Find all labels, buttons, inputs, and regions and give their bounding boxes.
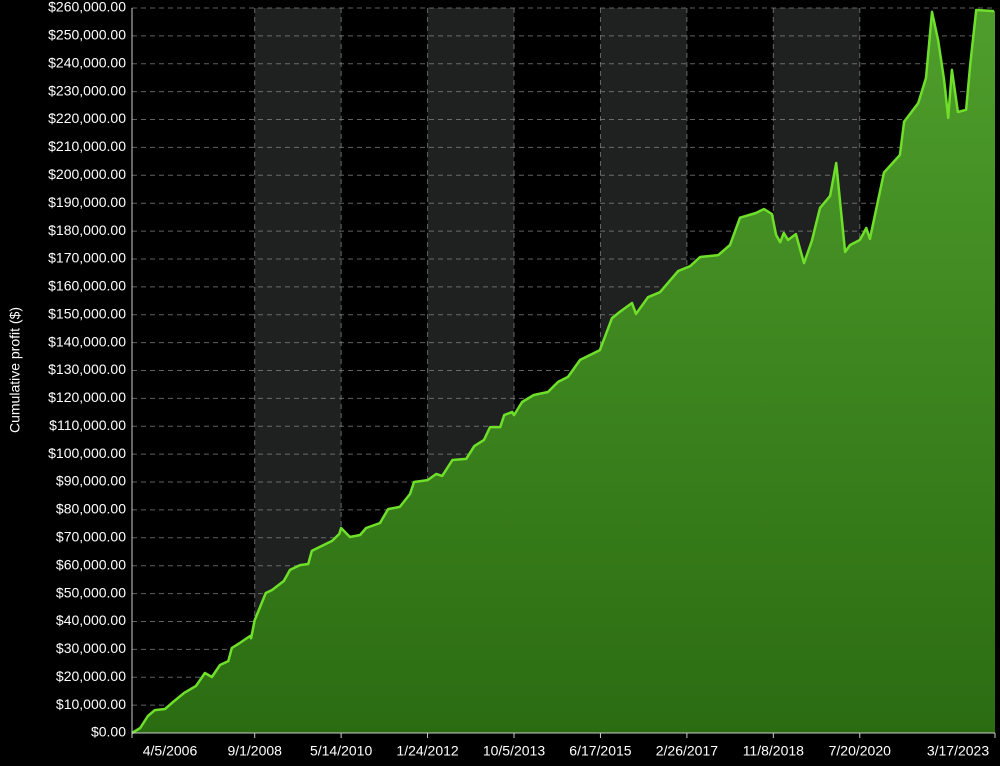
x-tick-label: 10/5/2013 bbox=[483, 743, 545, 759]
y-tick-label: $120,000.00 bbox=[48, 389, 126, 405]
y-tick-label: $260,000.00 bbox=[48, 0, 126, 15]
y-tick-label: $30,000.00 bbox=[56, 640, 126, 656]
x-tick-label: 9/1/2008 bbox=[227, 743, 282, 759]
x-tick-label: 11/8/2018 bbox=[743, 743, 804, 759]
y-tick-label: $220,000.00 bbox=[48, 110, 126, 126]
y-tick-label: $20,000.00 bbox=[56, 668, 126, 684]
x-tick-label: 6/17/2015 bbox=[569, 743, 631, 759]
x-tick-label: 7/20/2020 bbox=[829, 743, 891, 759]
y-tick-label: $230,000.00 bbox=[48, 82, 126, 98]
y-tick-label: $200,000.00 bbox=[48, 166, 126, 182]
y-tick-label: $140,000.00 bbox=[48, 333, 126, 349]
y-tick-label: $40,000.00 bbox=[56, 612, 126, 628]
y-tick-label: $210,000.00 bbox=[48, 138, 126, 154]
y-tick-label: $250,000.00 bbox=[48, 27, 126, 43]
y-tick-label: $0.00 bbox=[91, 724, 126, 740]
y-tick-label: $70,000.00 bbox=[56, 529, 126, 545]
y-tick-label: $100,000.00 bbox=[48, 445, 126, 461]
x-tick-label: 2/26/2017 bbox=[656, 743, 718, 759]
y-tick-label: $110,000.00 bbox=[49, 417, 126, 433]
y-tick-label: $190,000.00 bbox=[48, 194, 126, 210]
line bbox=[131, 8, 995, 735]
x-tick-label: 1/24/2012 bbox=[396, 743, 458, 759]
y-tick-label: $50,000.00 bbox=[56, 584, 126, 600]
y-tick-label: $10,000.00 bbox=[56, 696, 126, 712]
x-tick-label: 3/17/2023 bbox=[927, 743, 989, 759]
y-tick-label: $150,000.00 bbox=[48, 305, 126, 321]
y-tick-label: $60,000.00 bbox=[56, 556, 126, 572]
x-tick-label: 5/14/2010 bbox=[310, 743, 372, 759]
y-tick-label: $130,000.00 bbox=[48, 361, 126, 377]
y-axis-title: Cumulative profit ($) bbox=[7, 307, 23, 433]
y-tick-label: $170,000.00 bbox=[48, 250, 126, 266]
y-tick-label: $240,000.00 bbox=[48, 54, 126, 70]
y-tick-label: $180,000.00 bbox=[48, 222, 126, 238]
x-tick-label: 4/5/2006 bbox=[143, 743, 198, 759]
area bbox=[132, 10, 995, 733]
y-tick-label: $90,000.00 bbox=[56, 473, 126, 489]
y-tick-label: $80,000.00 bbox=[56, 501, 126, 517]
y-tick-label: $160,000.00 bbox=[48, 278, 126, 294]
